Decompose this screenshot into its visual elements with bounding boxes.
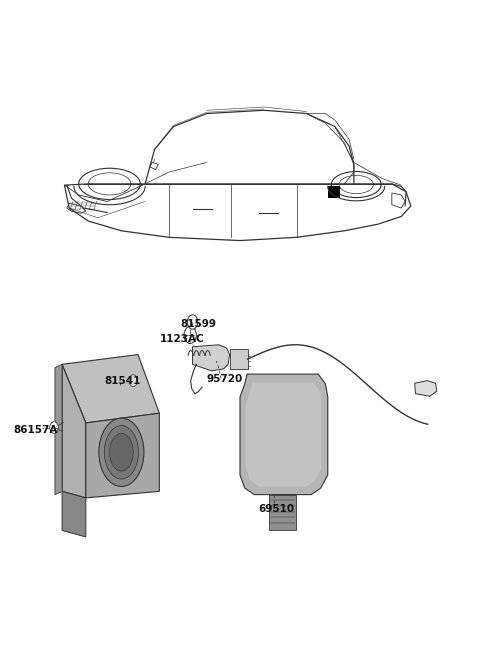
Polygon shape: [246, 382, 322, 487]
Text: 95720: 95720: [207, 374, 243, 384]
Polygon shape: [55, 365, 62, 495]
Text: 81541: 81541: [105, 376, 141, 386]
Polygon shape: [269, 495, 296, 530]
Ellipse shape: [99, 418, 144, 486]
Ellipse shape: [109, 434, 133, 471]
Polygon shape: [192, 345, 229, 371]
Circle shape: [129, 374, 138, 386]
Circle shape: [50, 422, 58, 434]
Polygon shape: [62, 491, 86, 537]
Text: 1123AC: 1123AC: [159, 334, 204, 344]
Polygon shape: [240, 374, 328, 495]
Polygon shape: [62, 365, 86, 498]
Ellipse shape: [104, 426, 138, 479]
Bar: [328, 187, 340, 198]
Text: 81599: 81599: [180, 319, 216, 328]
Polygon shape: [415, 380, 437, 396]
Bar: [229, 350, 248, 369]
Circle shape: [187, 315, 198, 329]
Text: 69510: 69510: [258, 504, 294, 514]
Polygon shape: [86, 413, 159, 498]
Polygon shape: [62, 355, 159, 423]
Circle shape: [184, 327, 196, 344]
Text: 86157A: 86157A: [13, 424, 58, 435]
